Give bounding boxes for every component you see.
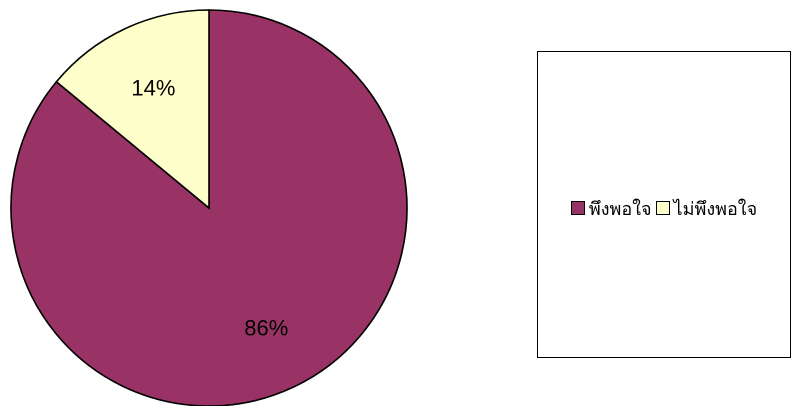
pie-label-satisfied: 86%: [244, 316, 288, 341]
pie-label-not-satisfied: 14%: [131, 76, 175, 101]
legend: พึงพอใจ ไม่พึงพอใจ: [537, 51, 791, 358]
legend-row: พึงพอใจ ไม่พึงพอใจ: [538, 193, 790, 223]
legend-item-satisfied: พึงพอใจ: [570, 194, 652, 223]
legend-item-not-satisfied: ไม่พึงพอใจ: [655, 194, 758, 223]
pie-slices: [10, 9, 408, 406]
pie-chart: 86% 14%: [10, 9, 408, 406]
legend-label-satisfied: พึงพอใจ: [588, 198, 652, 220]
legend-label-not-satisfied: ไม่พึงพอใจ: [673, 198, 758, 220]
pie-slice-satisfied: [10, 9, 408, 406]
legend-swatch-satisfied: [570, 201, 585, 215]
pie-labels: 86% 14%: [131, 76, 288, 341]
legend-swatch-not-satisfied: [655, 201, 670, 215]
pie-slice-not-satisfied: [55, 9, 210, 210]
